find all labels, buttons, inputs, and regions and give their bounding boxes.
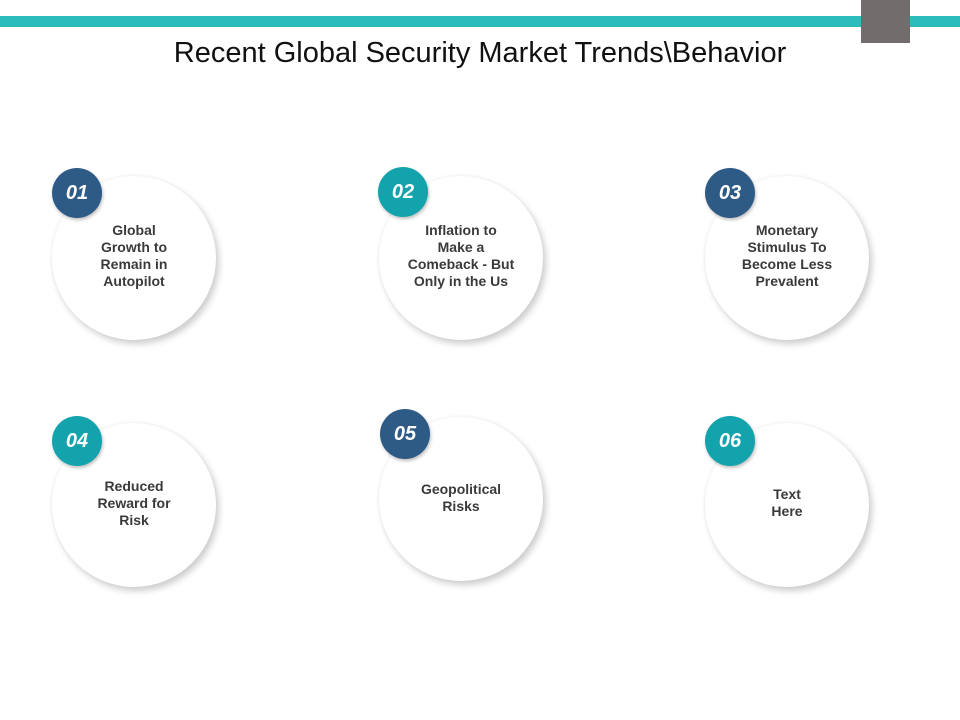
trend-card-text: Text Here: [771, 486, 803, 519]
trend-card-text: Monetary Stimulus To Become Less Prevale…: [741, 222, 833, 289]
number-badge-03: 03: [705, 168, 755, 218]
trend-card-text: Reduced Reward for Risk: [97, 477, 171, 528]
trend-card-text: Inflation to Make a Comeback - But Only …: [407, 222, 515, 289]
number-badge-01: 01: [52, 168, 102, 218]
slide-title: Recent Global Security Market Trends\Beh…: [173, 37, 787, 69]
number-badge-06: 06: [705, 416, 755, 466]
number-badge-05: 05: [380, 409, 430, 459]
number-badge-04: 04: [52, 416, 102, 466]
number-badge-02: 02: [378, 167, 428, 217]
trend-card-text: Global Growth to Remain in Autopilot: [100, 222, 168, 289]
corner-decoration: [861, 0, 910, 43]
trend-card-text: Geopolitical Risks: [420, 481, 502, 514]
top-accent-bar: [0, 16, 960, 27]
